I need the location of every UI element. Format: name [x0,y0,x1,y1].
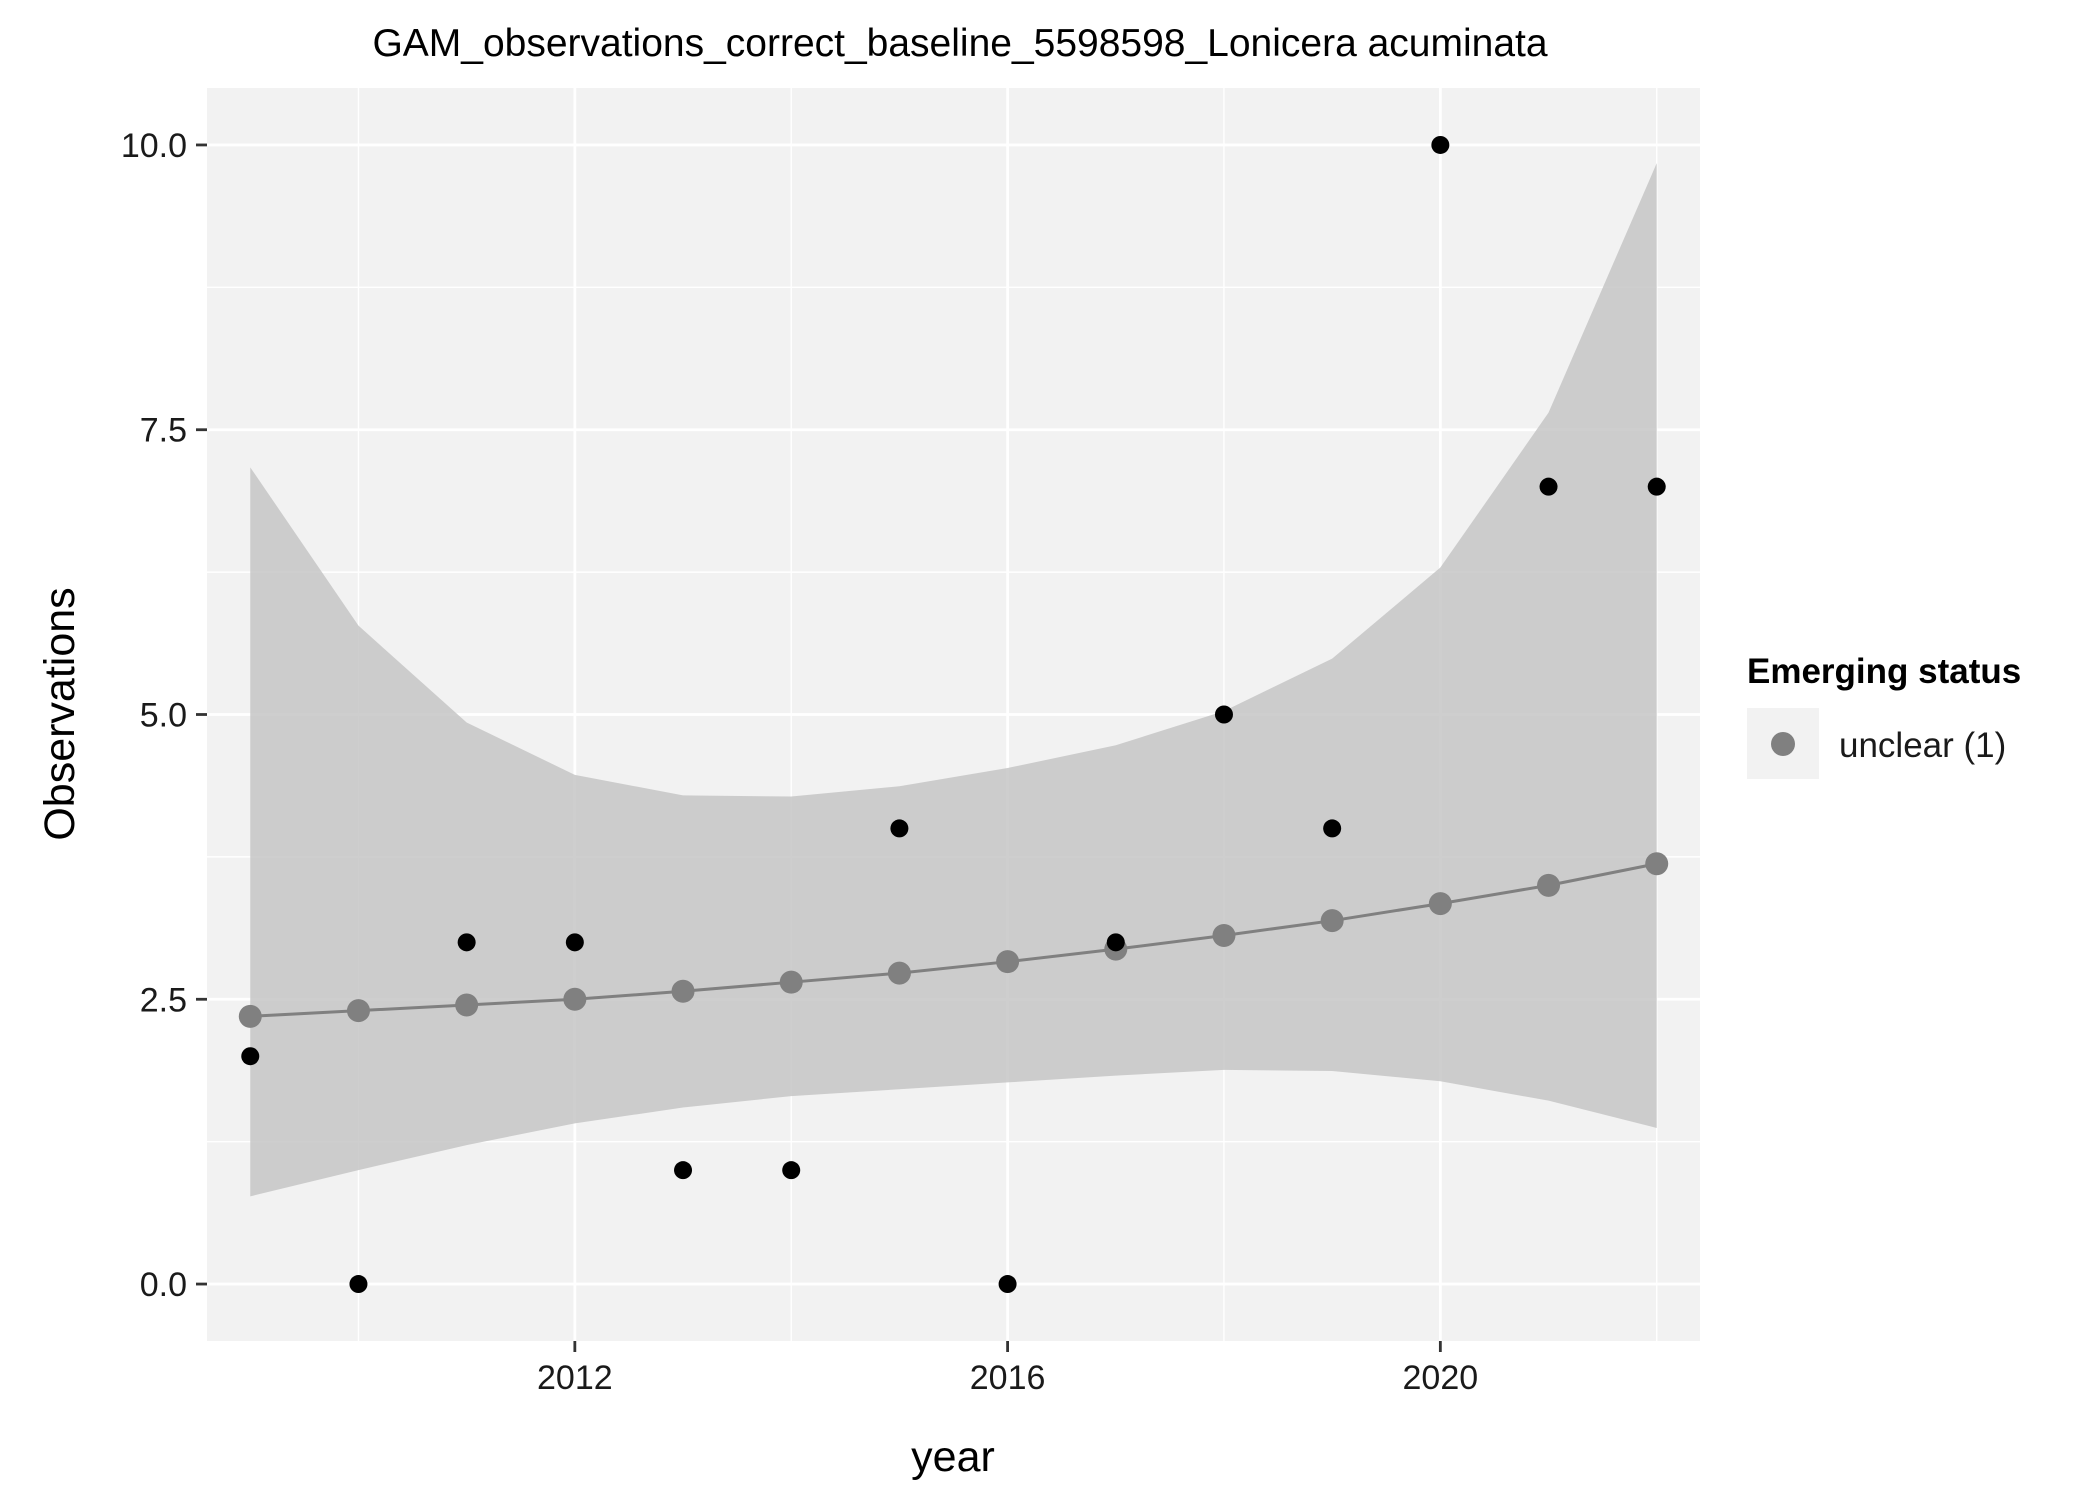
observed-points [241,135,1666,1294]
fitted-points [238,852,1669,1028]
x-tick-label: 2012 [537,1359,613,1397]
legend-label: unclear (1) [1839,726,2006,765]
y-axis-title: Observations [36,587,84,840]
observed-point [674,1161,693,1180]
observed-point [1323,819,1342,838]
x-tick-label: 2020 [1403,1359,1479,1397]
fitted-point [238,1004,262,1028]
observed-point [890,819,909,838]
confidence-ribbon [250,163,1657,1197]
observed-point [782,1161,801,1180]
x-axis-title: year [911,1433,995,1481]
legend-title: Emerging status [1747,652,2021,691]
fitted-point [887,961,911,985]
fitted-point [779,970,803,994]
legend: Emerging status unclear (1) [1747,652,2021,779]
chart-title: GAM_observations_correct_baseline_559859… [372,22,1547,65]
fitted-point [1320,909,1344,933]
fitted-point [1537,873,1561,897]
y-tick-label: 10.0 [121,127,187,165]
fitted-point [996,950,1020,974]
fitted-point [1428,892,1452,916]
x-tick-label: 2016 [970,1359,1046,1397]
fitted-point [1645,852,1669,876]
fitted-line [250,862,1658,1018]
y-tick-label: 7.5 [140,412,187,450]
observed-point [1106,933,1125,952]
observed-point [1647,477,1666,496]
observed-point [1214,705,1233,724]
observed-point [1431,135,1450,154]
legend-key-dot [1771,732,1795,756]
y-tick-label: 5.0 [140,697,187,735]
observed-point [349,1275,368,1294]
fitted-point [346,999,370,1023]
observed-point [998,1275,1017,1294]
fitted-point [563,987,587,1011]
observed-point [565,933,584,952]
observed-point [241,1047,260,1066]
y-axis: 0.0 2.5 5.0 7.5 10.0 [121,127,207,1304]
fitted-point [671,979,695,1003]
x-axis: 2012 2016 2020 [537,1341,1478,1397]
y-tick-label: 0.0 [140,1266,187,1304]
y-tick-label: 2.5 [140,981,187,1019]
fitted-point [455,993,479,1017]
fitted-point [1212,923,1236,947]
observed-point [457,933,476,952]
observed-point [1539,477,1558,496]
